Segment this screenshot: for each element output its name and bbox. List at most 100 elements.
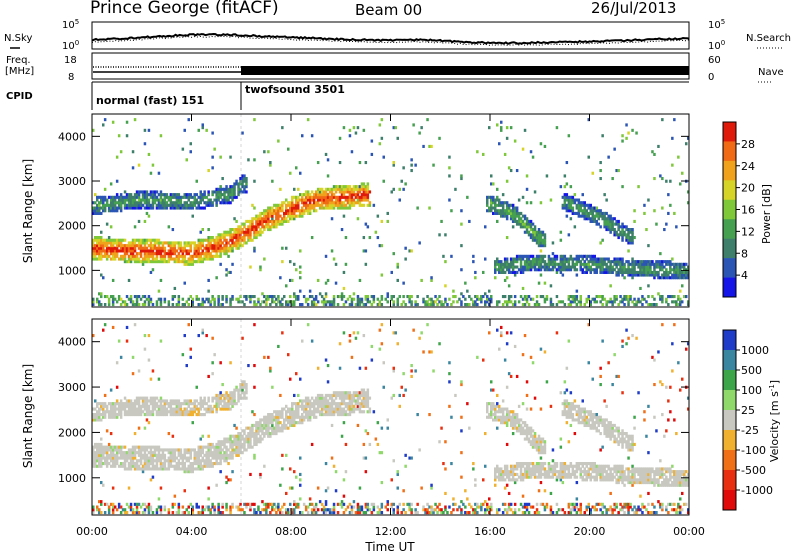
- power-cell: [543, 265, 547, 269]
- power-cell: [591, 206, 594, 210]
- velocity-cell: [98, 451, 101, 455]
- power-cell: [157, 238, 161, 242]
- power-cell: [165, 206, 169, 210]
- power-cell: [275, 206, 278, 210]
- velocity-cell: [197, 511, 200, 515]
- power-cell: [561, 300, 565, 304]
- velocity-cell: [123, 467, 127, 471]
- power-cell: [304, 206, 308, 210]
- power-cell: [205, 195, 208, 199]
- power-cell: [410, 158, 413, 162]
- power-cell: [109, 295, 113, 299]
- power-cell: [145, 203, 149, 207]
- velocity-cell: [271, 505, 274, 509]
- velocity-cell: [131, 372, 135, 376]
- velocity-cell: [121, 451, 125, 455]
- power-cell: [593, 297, 596, 301]
- velocity-cell: [209, 445, 212, 449]
- power-cell: [225, 246, 228, 250]
- power-cell: [103, 254, 107, 258]
- power-cell: [289, 201, 292, 205]
- power-cell: [102, 209, 105, 213]
- velocity-cell: [251, 445, 254, 449]
- velocity-cell: [221, 440, 224, 444]
- power-cell: [177, 260, 181, 264]
- velocity-cell: [161, 456, 165, 460]
- power-cell: [615, 257, 618, 261]
- power-cell: [306, 206, 310, 210]
- velocity-cell: [203, 464, 206, 468]
- power-cell: [559, 260, 563, 264]
- power-cell: [611, 177, 614, 181]
- power-cell: [227, 230, 230, 234]
- power-cell: [239, 238, 242, 242]
- power-cell: [488, 206, 491, 210]
- power-cell: [103, 118, 107, 122]
- power-cell: [131, 244, 135, 248]
- power-cell: [607, 300, 610, 304]
- power-cell: [360, 297, 364, 301]
- velocity-cell: [199, 453, 202, 457]
- power-cell: [422, 297, 425, 301]
- velocity-cell: [153, 404, 157, 408]
- power-cell: [364, 249, 368, 253]
- power-cell: [231, 198, 234, 202]
- velocity-cell: [137, 413, 141, 417]
- power-cell: [486, 297, 489, 301]
- velocity-cell: [147, 467, 151, 471]
- power-cell: [147, 295, 151, 299]
- power-cell: [575, 206, 579, 210]
- power-cell: [503, 300, 507, 304]
- power-cell: [153, 198, 157, 202]
- power-cell: [316, 161, 320, 165]
- power-cell: [587, 211, 590, 215]
- power-cell: [338, 190, 342, 194]
- velocity-cell: [187, 451, 190, 455]
- power-cell: [157, 252, 161, 256]
- power-cell: [310, 303, 314, 307]
- power-cell: [187, 244, 190, 248]
- power-cell: [569, 303, 573, 307]
- power-cell: [476, 297, 479, 301]
- power-cell: [324, 195, 328, 199]
- power-cell: [297, 187, 300, 191]
- power-cell: [107, 297, 111, 301]
- power-cell: [392, 163, 395, 167]
- power-cell: [661, 260, 664, 264]
- power-cell: [117, 297, 121, 301]
- power-cell: [149, 244, 153, 248]
- power-cell: [501, 214, 505, 218]
- power-cell: [529, 297, 533, 301]
- velocity-cell: [324, 407, 328, 411]
- power-cell: [434, 300, 437, 304]
- power-cell: [123, 252, 127, 256]
- power-cell: [153, 252, 157, 256]
- power-cell: [366, 198, 370, 202]
- power-cell: [229, 230, 232, 234]
- velocity-cell: [219, 470, 222, 474]
- power-cell: [503, 152, 507, 156]
- power-cell: [147, 300, 151, 304]
- velocity-cell: [209, 448, 212, 452]
- velocity-cell: [273, 429, 276, 433]
- power-cell: [227, 193, 230, 197]
- power-cell: [625, 225, 628, 229]
- power-cell: [129, 195, 133, 199]
- velocity-cell: [318, 404, 322, 408]
- velocity-cell: [227, 402, 230, 406]
- power-cell: [527, 233, 531, 237]
- power-cell: [151, 195, 155, 199]
- velocity-cell: [279, 413, 282, 417]
- power-cell: [681, 262, 684, 266]
- velocity-cell: [273, 410, 276, 414]
- power-cell: [102, 244, 105, 248]
- power-cell: [125, 246, 129, 250]
- velocity-cell: [279, 421, 282, 425]
- power-cell: [105, 249, 109, 253]
- power-cell: [631, 238, 634, 242]
- power-cell: [513, 265, 517, 269]
- power-cell: [302, 295, 306, 299]
- velocity-cell: [177, 404, 181, 408]
- velocity-cell: [109, 413, 113, 417]
- power-cell: [241, 131, 244, 135]
